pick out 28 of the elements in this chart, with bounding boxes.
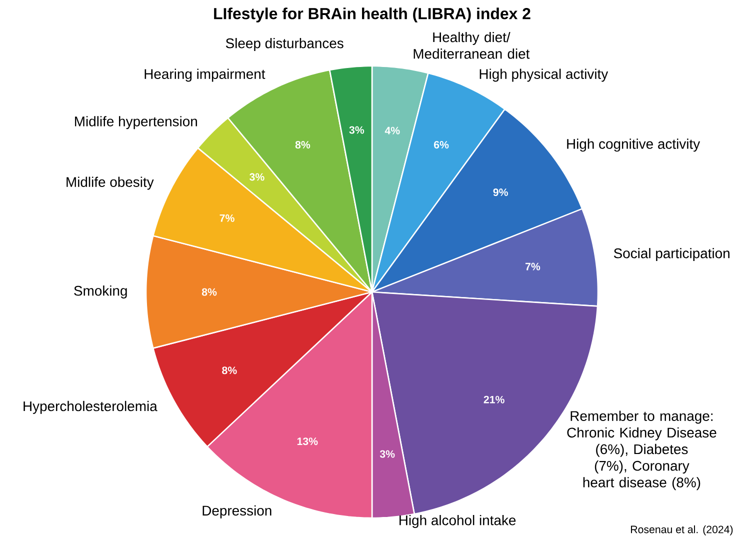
slice-label: Midlife obesity (66, 176, 154, 190)
slice-label: Remember to manage: Chronic Kidney Disease (6%), Diabetes (7%), Coronary heart disease (8%) (567, 410, 716, 490)
slice-label: Smoking (74, 286, 127, 298)
slice-label: Midlife hypertension (75, 116, 197, 130)
data-label: 3% (380, 450, 395, 458)
data-label: 6% (434, 141, 449, 149)
data-label: 8% (222, 366, 237, 374)
data-label: 8% (202, 288, 217, 296)
slice-label: Healthy diet/ Mediterranean diet (414, 32, 530, 59)
data-label: 7% (526, 262, 540, 270)
slice-label: Sleep disturbances (226, 38, 344, 52)
data-label: 8% (295, 141, 310, 149)
slice-label: Depression (202, 505, 272, 518)
data-label: 4% (384, 126, 400, 134)
data-label: 3% (349, 126, 364, 134)
data-label: 13% (297, 438, 318, 446)
slice-label: Hypercholesterolemia (24, 400, 158, 414)
slice-label: High cognitive activity (567, 138, 700, 152)
slice-label: Social participation (614, 248, 730, 262)
data-label: 3% (250, 173, 264, 181)
slice-label: Hearing impairment (144, 68, 266, 82)
slice-label: High alcohol intake (400, 515, 516, 528)
data-label: 21% (484, 396, 504, 404)
data-label: 9% (493, 188, 508, 196)
slice-label: High physical activity (480, 68, 608, 82)
data-label: 7% (220, 214, 234, 222)
chart-title: LIfestyle for BRAin health (LIBRA) index 2 (214, 8, 530, 22)
text: Rosenau et al. (2024) (631, 525, 733, 536)
